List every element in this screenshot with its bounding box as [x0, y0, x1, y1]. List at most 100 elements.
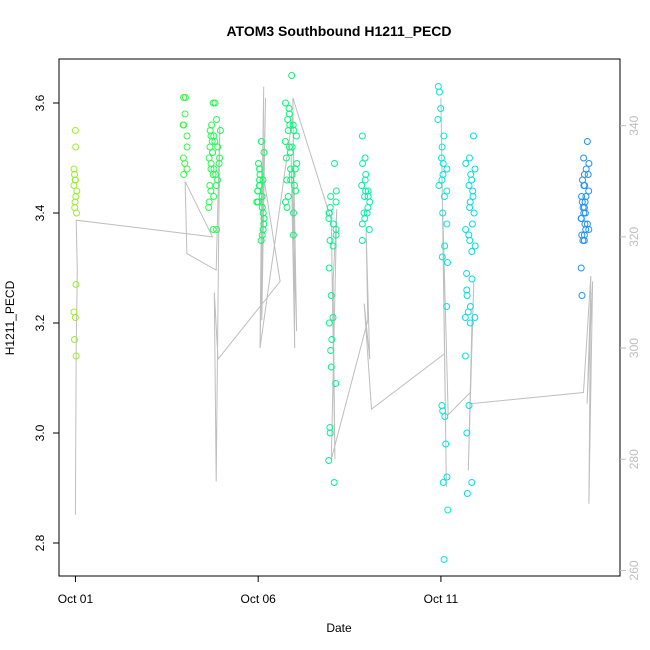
data-point — [325, 319, 333, 327]
data-point — [466, 204, 474, 211]
data-point — [471, 242, 479, 250]
data-point — [211, 99, 219, 107]
data-point — [585, 226, 593, 233]
data-point — [290, 209, 297, 217]
data-point — [584, 171, 592, 178]
data-point — [361, 193, 369, 200]
data-point — [332, 380, 340, 387]
data-point — [216, 127, 224, 134]
y2-tick-label: 300 — [627, 338, 641, 358]
data-point — [179, 121, 187, 129]
data-point — [209, 149, 216, 156]
data-point — [438, 253, 446, 261]
data-point — [441, 242, 449, 250]
data-point — [466, 154, 473, 162]
y2-tick-label: 320 — [627, 227, 641, 247]
data-point — [583, 138, 591, 145]
data-point — [289, 231, 297, 239]
data-point — [286, 149, 294, 156]
data-point — [326, 429, 334, 437]
data-point — [327, 193, 335, 200]
data-point — [358, 132, 366, 140]
data-point — [462, 226, 470, 233]
secondary-series-line — [74, 86, 594, 515]
data-point — [287, 176, 295, 184]
data-point — [292, 132, 300, 140]
data-point — [282, 99, 289, 107]
data-point — [358, 220, 366, 228]
data-point — [463, 292, 471, 299]
data-point — [213, 116, 220, 123]
data-point — [358, 237, 366, 244]
data-point — [209, 226, 217, 233]
data-point — [330, 479, 338, 486]
data-point — [183, 143, 191, 151]
data-point — [332, 198, 340, 206]
data-point — [259, 176, 267, 184]
data-point — [462, 160, 470, 167]
data-point — [358, 182, 366, 189]
data-point — [254, 187, 262, 195]
data-point — [585, 160, 593, 167]
data-point — [434, 83, 442, 90]
data-point — [258, 193, 266, 200]
data-point — [207, 187, 215, 195]
y2-tick-label: 260 — [627, 560, 641, 580]
data-point — [72, 143, 80, 151]
chart-title: ATOM3 Southbound H1211_PECD — [226, 23, 451, 39]
data-point — [440, 132, 448, 140]
data-point — [326, 237, 334, 244]
data-point — [332, 187, 340, 195]
data-point — [468, 479, 476, 486]
data-point — [469, 193, 477, 200]
data-point — [470, 209, 478, 217]
data-point — [585, 187, 593, 195]
data-point — [71, 314, 79, 321]
plot-frame — [58, 58, 621, 577]
data-point — [468, 220, 476, 228]
secondary-line-layer — [74, 86, 594, 515]
data-point — [325, 457, 333, 464]
data-point — [327, 363, 335, 371]
data-point — [73, 187, 81, 195]
data-point — [327, 292, 335, 299]
data-point — [463, 429, 471, 437]
data-point — [468, 275, 476, 283]
data-point — [325, 264, 333, 272]
data-point — [327, 347, 335, 354]
data-point — [578, 292, 586, 299]
y-tick-label: 2.8 — [33, 534, 47, 551]
data-point — [437, 105, 445, 112]
data-point — [440, 193, 448, 200]
data-point — [439, 171, 447, 178]
data-point — [470, 132, 477, 140]
data-point — [361, 154, 369, 162]
data-point — [436, 88, 443, 96]
data-point — [435, 182, 443, 189]
data-point — [441, 413, 449, 420]
data-point — [465, 402, 473, 409]
data-point — [292, 187, 300, 195]
x-tick-label: Oct 11 — [424, 592, 459, 606]
data-point — [284, 193, 292, 200]
y-tick-label: 3.6 — [33, 94, 47, 111]
data-point — [465, 231, 473, 239]
data-point — [468, 176, 476, 184]
data-point — [440, 556, 448, 563]
data-point — [444, 506, 452, 514]
data-point — [468, 248, 476, 255]
data-point — [214, 143, 222, 151]
data-point — [71, 127, 79, 134]
y-axis: 2.8 3.0 3.2 3.4 3.6 — [33, 94, 59, 551]
y2-tick-label: 340 — [627, 115, 641, 135]
data-point — [577, 215, 585, 222]
data-point — [181, 94, 189, 101]
data-point — [183, 165, 191, 173]
data-point — [332, 231, 340, 239]
x-tick-label: Oct 01 — [58, 592, 94, 606]
data-point — [215, 160, 223, 167]
data-point — [444, 259, 451, 266]
y-axis-label: H1211_PECD — [3, 280, 17, 355]
data-point — [443, 165, 451, 173]
